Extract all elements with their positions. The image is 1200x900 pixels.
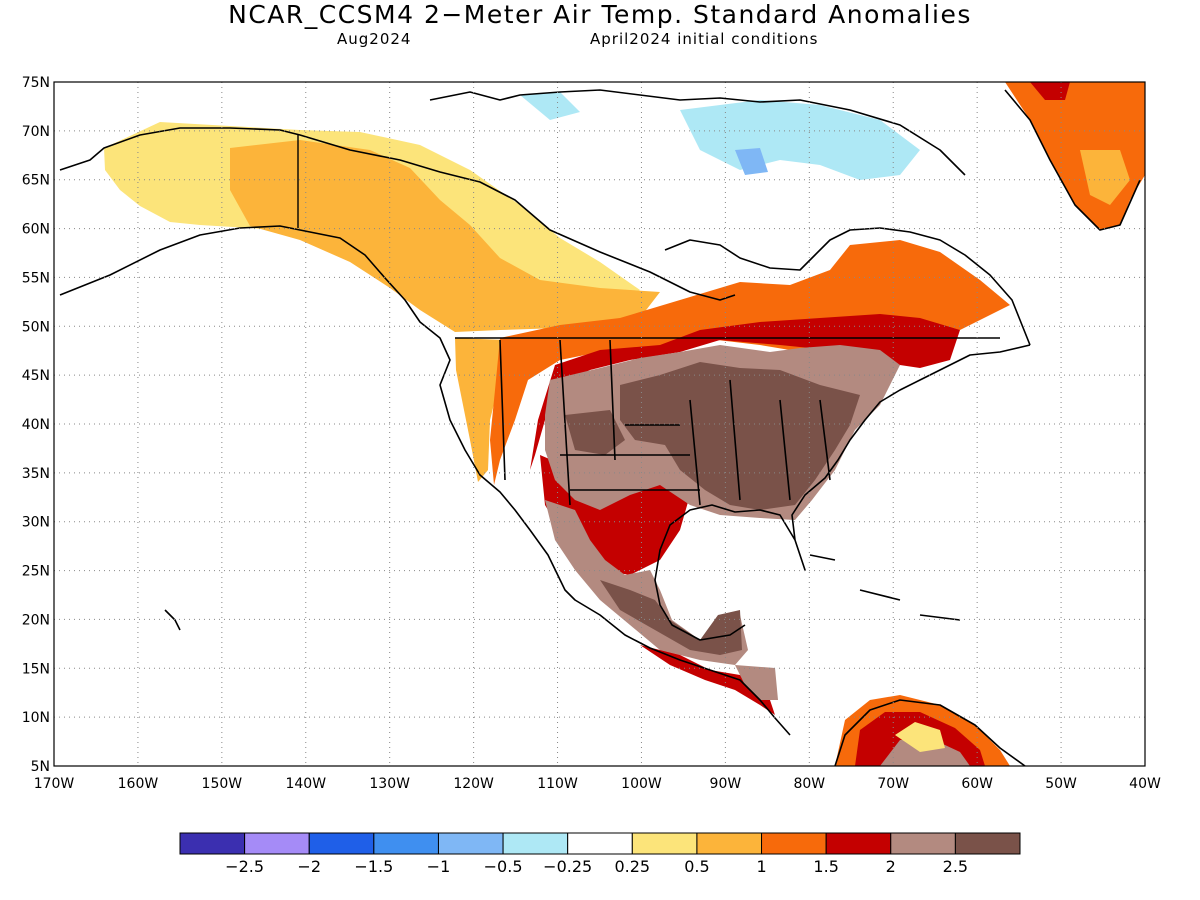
anomaly-region-dark-brown-west [565, 410, 625, 455]
anomaly-region-greenland-orange [1005, 82, 1145, 230]
colorbar-label: −2 [297, 857, 321, 876]
lat-tick-label: 5N [31, 759, 50, 775]
lat-tick-label: 20N [22, 612, 50, 628]
map-title: NCAR_CCSM4 2−Meter Air Temp. Standard An… [228, 0, 972, 29]
lon-tick-label: 110W [537, 776, 578, 792]
lat-tick-label: 15N [22, 661, 50, 677]
anomaly-region-south-america-white [895, 722, 945, 752]
colorbar-label: 2.5 [943, 857, 968, 876]
lon-tick-label: 140W [285, 776, 326, 792]
lon-tick-label: 60W [961, 776, 993, 792]
anomaly-region-arctic-blue [735, 148, 768, 175]
map-frame [53, 81, 1146, 767]
colorbar-label: −0.5 [484, 857, 523, 876]
colorbar-swatch [244, 832, 310, 855]
colorbar-label: −1 [427, 857, 451, 876]
lon-tick-label: 150W [202, 776, 243, 792]
anomaly-region-south-america-brown [880, 738, 970, 766]
lon-tick-label: 50W [1045, 776, 1077, 792]
colorbar-swatch [437, 832, 504, 855]
colorbar-swatch [308, 832, 375, 855]
lon-tick-label: 130W [369, 776, 410, 792]
anomaly-region-greenland-red [1030, 82, 1070, 100]
colorbar-label: 1 [756, 857, 766, 876]
colorbar-label: −2.5 [225, 857, 264, 876]
anomaly-region-orange [490, 240, 1010, 485]
colorbar-swatch [696, 832, 763, 855]
colorbar-swatch [890, 832, 956, 855]
init-conditions-label: April2024 initial conditions [590, 30, 819, 48]
anomaly-region-mexico-brown [545, 500, 748, 665]
colorbar-label: 1.5 [813, 857, 838, 876]
colorbar-swatch [761, 832, 827, 855]
colorbar-swatch [373, 832, 439, 855]
lat-tick-label: 45N [22, 368, 50, 384]
colorbar-swatch [954, 832, 1021, 855]
lat-tick-label: 50N [22, 319, 50, 335]
lat-tick-label: 30N [22, 515, 50, 531]
colorbar-labels: −2.5 −2 −1.5 −1 −0.5 −0.25 0.25 0.5 1 1.5 2 2.5 [225, 857, 968, 876]
colorbar-label: 0.5 [684, 857, 709, 876]
lat-tick-label: 35N [22, 466, 50, 482]
lon-tick-label: 120W [453, 776, 494, 792]
lon-tick-label: 100W [621, 776, 662, 792]
lat-tick-label: 65N [22, 173, 50, 189]
anomaly-region-arctic-light-blue [680, 100, 920, 180]
lat-tick-label: 10N [22, 710, 50, 726]
colorbar-swatch [567, 832, 633, 855]
lon-tick-label: 80W [793, 776, 825, 792]
colorbar-swatch [502, 832, 569, 855]
lat-tick-label: 25N [22, 564, 50, 580]
lon-tick-label: 160W [118, 776, 159, 792]
lat-tick-label: 55N [22, 270, 50, 286]
anomaly-region-mexico-dark-brown [600, 580, 742, 655]
longitude-labels: 170W 160W 150W 140W 130W 120W 110W 100W 90W 80W 70… [34, 776, 1161, 792]
colorbar-swatch [825, 832, 892, 855]
graticule [54, 82, 1145, 766]
anomaly-region-arctic-light-blue-west [520, 92, 580, 120]
colorbar-label: −0.25 [543, 857, 592, 876]
latitude-labels: 75N 70N 65N 60N 55N 50N 45N 40N 35N 30N 25N 20N 15N 1… [22, 75, 50, 775]
anomaly-region-greenland-light [1080, 150, 1130, 205]
lon-tick-label: 170W [34, 776, 75, 792]
valid-month-label: Aug2024 [337, 30, 412, 48]
lat-tick-label: 75N [22, 75, 50, 91]
colorbar-label: 0.25 [614, 857, 650, 876]
lat-tick-label: 60N [22, 222, 50, 238]
anomaly-region-orange-west [455, 338, 505, 482]
anomaly-region-central-america-brown [735, 665, 778, 700]
colorbar-swatch [179, 832, 246, 855]
anomaly-region-central-america [640, 645, 775, 715]
lat-tick-label: 70N [22, 124, 50, 140]
colorbar-label: 2 [886, 857, 896, 876]
colorbar-label: −1.5 [354, 857, 393, 876]
lon-tick-label: 70W [877, 776, 909, 792]
lon-tick-label: 90W [710, 776, 742, 792]
lat-tick-label: 40N [22, 417, 50, 433]
anomaly-field [59, 82, 1145, 766]
colorbar [179, 832, 1021, 855]
colorbar-swatch [631, 832, 698, 855]
coastlines [59, 89, 1141, 766]
lon-tick-label: 40W [1129, 776, 1161, 792]
anomaly-region-orange-yellow [230, 140, 660, 332]
